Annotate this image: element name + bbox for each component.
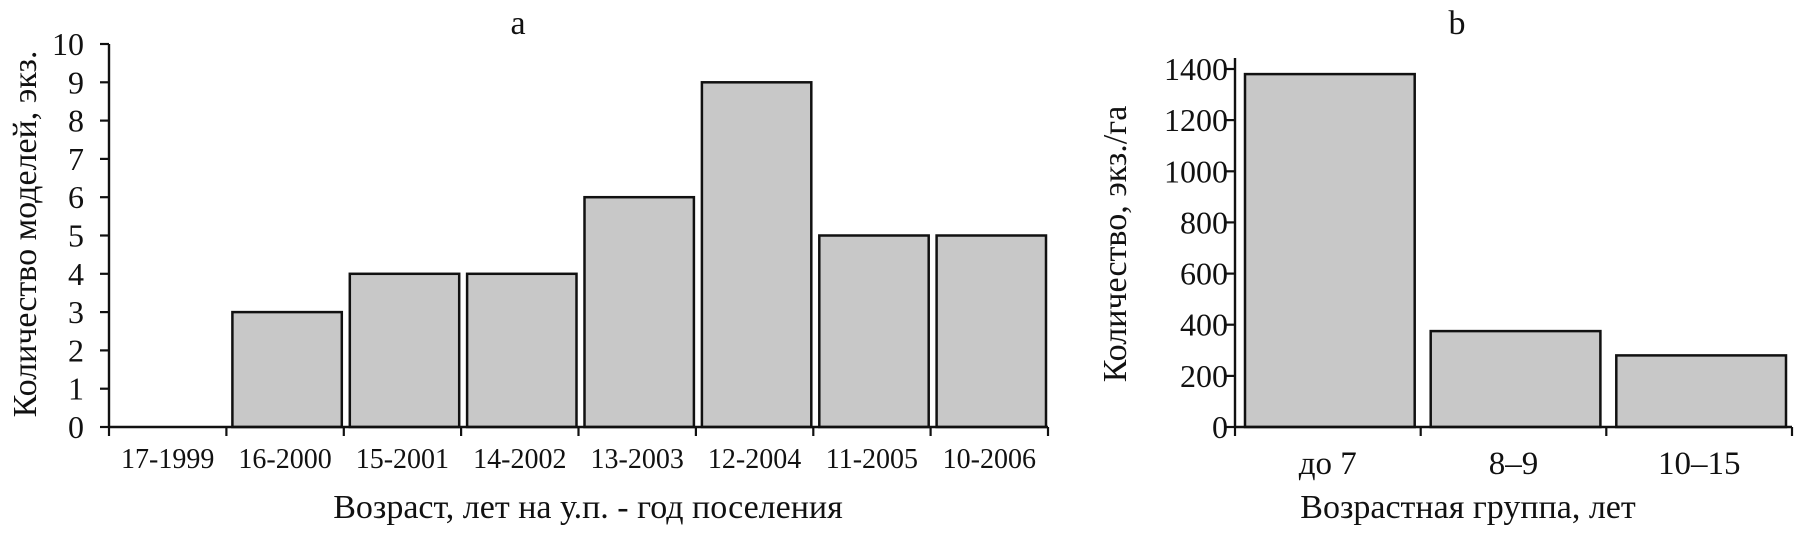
- panel-b-x-axis-title: Возрастная группа, лет: [1300, 489, 1636, 526]
- y-tick-label-a-8: 8: [68, 103, 84, 139]
- panel-b-bars: [1243, 72, 1788, 429]
- bar-a-3: [465, 272, 578, 429]
- y-tick-label-a-10: 10: [52, 26, 84, 62]
- panel-b-y-axis-title: Количество, экз./га: [1097, 106, 1134, 383]
- panel-a-label: a: [510, 5, 525, 42]
- x-tick-label-b-0: до 7: [1299, 446, 1357, 482]
- bar-a-1: [231, 310, 344, 429]
- bar-b-1: [1429, 329, 1602, 429]
- x-tick-label-b-2: 10–15: [1658, 446, 1741, 482]
- y-tick-label-a-9: 9: [68, 64, 84, 100]
- chart-panel-a: a Количество моделей, экз. Возраст, лет …: [7, 5, 1050, 526]
- panel-b-x-ticks: до 7 8–9 10–15: [1233, 427, 1794, 482]
- x-tick-label-a-5: 12-2004: [708, 444, 801, 475]
- y-tick-label-b-0: 0: [1212, 409, 1228, 445]
- x-tick-label-a-7: 10-2006: [943, 444, 1036, 475]
- panel-a-x-axis-title: Возраст, лет на у.п. - год поселения: [333, 489, 843, 526]
- y-tick-label-b-5: 1000: [1164, 153, 1228, 189]
- y-tick-label-b-2: 400: [1180, 307, 1228, 343]
- y-tick-label-b-1: 200: [1180, 358, 1228, 394]
- panel-b-label: b: [1449, 5, 1466, 42]
- x-tick-label-a-0: 17-1999: [121, 444, 214, 475]
- y-tick-label-a-3: 3: [68, 294, 84, 330]
- y-tick-label-a-6: 6: [68, 179, 84, 215]
- y-tick-label-b-7: 1400: [1164, 51, 1228, 87]
- x-tick-label-a-1: 16-2000: [238, 444, 331, 475]
- y-tick-label-b-4: 800: [1180, 204, 1228, 240]
- y-tick-label-b-6: 1200: [1164, 102, 1228, 138]
- y-tick-label-a-5: 5: [68, 218, 84, 254]
- y-tick-label-a-4: 4: [68, 256, 84, 292]
- x-tick-label-b-1: 8–9: [1489, 446, 1539, 482]
- x-tick-label-a-6: 11-2005: [826, 444, 918, 475]
- panel-a-y-axis-title: Количество моделей, экз.: [7, 51, 44, 418]
- bar-b-2: [1615, 354, 1788, 429]
- y-tick-label-a-7: 7: [68, 141, 84, 177]
- bar-a-2: [348, 272, 461, 429]
- bar-a-4: [583, 195, 696, 429]
- x-tick-label-a-4: 13-2003: [591, 444, 684, 475]
- chart-panel-b: b Количество, экз./га Возрастная группа,…: [1097, 5, 1794, 526]
- bar-b-0: [1243, 72, 1416, 429]
- panel-a-x-ticks: 17-1999 16-2000 15-2001 14-2002 13-2003 12-20…: [107, 427, 1050, 475]
- y-tick-label-a-2: 2: [68, 332, 84, 368]
- y-tick-label-b-3: 600: [1180, 256, 1228, 292]
- x-tick-label-a-2: 15-2001: [356, 444, 449, 475]
- bar-a-7: [935, 234, 1048, 429]
- panel-b-y-ticks: 0 200 400 600 800 1000 1200 1400: [1164, 51, 1235, 445]
- y-tick-label-a-1: 1: [68, 371, 84, 407]
- bar-a-5: [700, 81, 813, 429]
- y-tick-label-a-0: 0: [68, 409, 84, 445]
- panel-a-bars: [231, 81, 1048, 429]
- bar-a-6: [818, 234, 930, 429]
- x-tick-label-a-3: 14-2002: [473, 444, 566, 475]
